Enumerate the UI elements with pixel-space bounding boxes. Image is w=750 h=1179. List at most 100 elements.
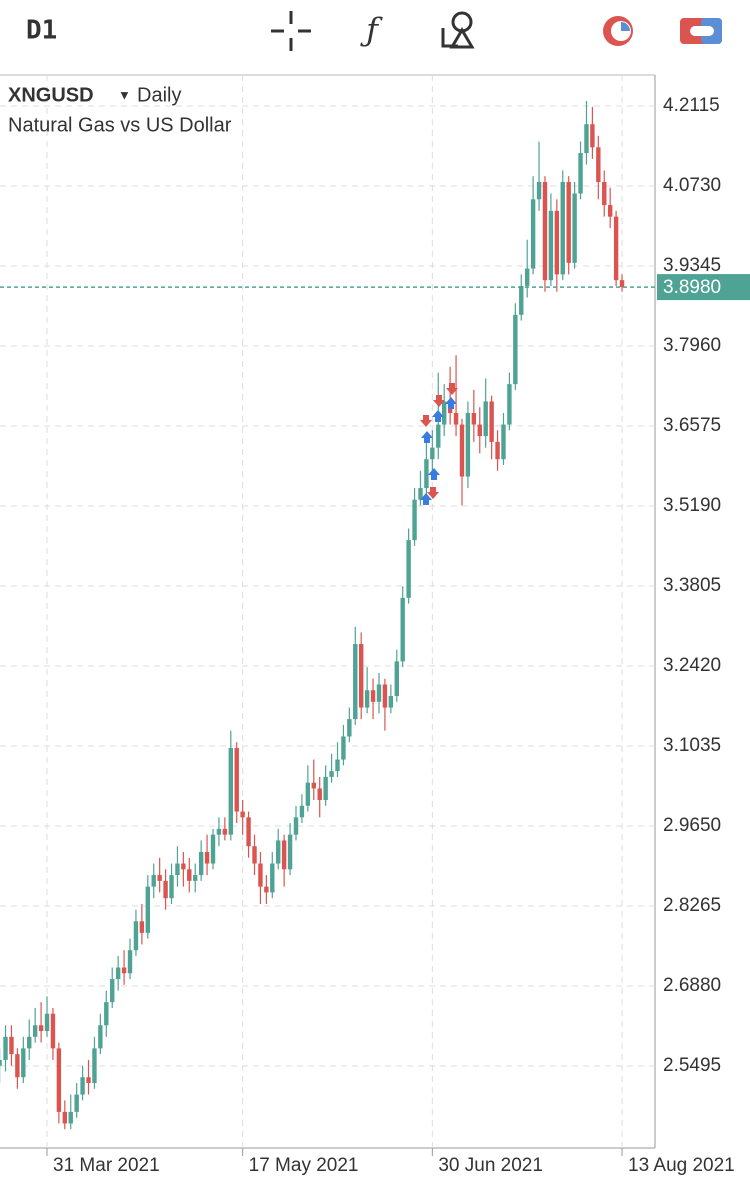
- y-tick-label: 3.5190: [663, 495, 721, 516]
- candle-body: [246, 817, 251, 847]
- candle-body: [9, 1036, 14, 1055]
- period: Daily: [137, 84, 181, 106]
- candle-body: [15, 1054, 20, 1078]
- current-price-box: [657, 274, 750, 301]
- candle-body: [74, 1094, 79, 1112]
- candle-body: [3, 1036, 8, 1060]
- candle-body: [364, 690, 370, 708]
- candle-body: [56, 1048, 62, 1112]
- candle-body: [281, 840, 287, 870]
- trade-markers: [420, 383, 458, 505]
- candle-body: [459, 424, 465, 477]
- candle-body: [566, 181, 571, 263]
- candle-body: [121, 967, 127, 974]
- candle-body: [453, 413, 459, 425]
- candle-body: [21, 1048, 26, 1078]
- timeframe-button[interactable]: D1: [26, 16, 57, 46]
- candle-body: [311, 782, 316, 789]
- y-tick-label: 2.6880: [663, 975, 721, 996]
- candle-body: [388, 696, 394, 708]
- candle-body: [353, 644, 358, 720]
- candle-body: [406, 540, 411, 598]
- candle-body: [317, 788, 322, 800]
- candle-body: [258, 863, 263, 887]
- y-tick-label: 3.1035: [663, 735, 721, 756]
- y-tick-label: 4.2115: [663, 95, 720, 116]
- candle-body: [424, 459, 429, 489]
- candle-body: [216, 828, 222, 835]
- candle-body: [145, 886, 150, 933]
- candle-body: [305, 782, 311, 806]
- candle-body: [92, 1048, 97, 1084]
- candle-body: [507, 384, 512, 425]
- candle-body: [619, 280, 625, 288]
- candle-body: [489, 401, 494, 442]
- symbol-dropdown[interactable]: ▼: [118, 87, 131, 102]
- candle-body: [210, 834, 216, 864]
- y-tick-label: 3.2420: [663, 655, 721, 676]
- candle-body: [548, 210, 554, 281]
- candle-body: [151, 875, 156, 887]
- candle-body: [27, 1036, 32, 1049]
- x-tick-label: 31 Mar 2021: [53, 1155, 160, 1176]
- candle-body: [104, 1002, 109, 1026]
- y-tick-label: 4.0730: [663, 175, 721, 196]
- candle-body: [335, 759, 340, 772]
- candle-body: [193, 875, 198, 881]
- candle-body: [110, 979, 115, 1003]
- indicators-button[interactable]: ƒ: [360, 11, 383, 49]
- candle-body: [554, 210, 560, 275]
- candle-body: [607, 205, 613, 217]
- grid: [0, 75, 655, 1156]
- candle-body: [187, 869, 192, 881]
- y-tick-label: 3.7960: [663, 335, 721, 356]
- candle-body: [483, 401, 488, 437]
- candle-body: [181, 863, 186, 870]
- settings-button[interactable]: [680, 18, 722, 44]
- current-price-label: 3.8980: [663, 277, 721, 298]
- candle-body: [400, 597, 405, 662]
- candle-body: [412, 499, 417, 541]
- candle-body: [86, 1077, 91, 1084]
- candle-body: [44, 1013, 50, 1032]
- candle-body: [98, 1025, 103, 1049]
- y-tick-label: 3.6575: [663, 415, 721, 436]
- candle-body: [536, 181, 542, 200]
- candle-body: [234, 748, 239, 812]
- y-tick-label: 2.5495: [663, 1055, 721, 1076]
- candle-body: [542, 181, 548, 281]
- x-tick-label: 17 May 2021: [249, 1155, 359, 1176]
- candle-body: [394, 661, 399, 697]
- crosshair-button[interactable]: [271, 11, 311, 51]
- x-tick-label: 13 Aug 2021: [628, 1155, 735, 1176]
- candle-body: [38, 1025, 44, 1032]
- candle-body: [465, 413, 471, 477]
- trade-button[interactable]: [603, 16, 633, 46]
- candle-body: [264, 886, 269, 893]
- candle-body: [524, 268, 530, 286]
- candle-body: [370, 690, 376, 702]
- objects-button[interactable]: [441, 11, 475, 49]
- candle-body: [270, 863, 275, 893]
- candle-body: [495, 441, 500, 460]
- candle-body: [287, 834, 293, 870]
- candle-body: [323, 776, 328, 800]
- symbol[interactable]: XNGUSD: [8, 84, 94, 106]
- candle-body: [175, 863, 180, 876]
- x-tick-label: 30 Jun 2021: [438, 1155, 543, 1176]
- candle-body: [222, 828, 228, 835]
- candle-body: [530, 199, 536, 269]
- y-tick-label: 3.3805: [663, 575, 721, 596]
- y-tick-label: 2.8265: [663, 895, 721, 916]
- candle-body: [240, 811, 245, 818]
- candle-body: [50, 1013, 56, 1049]
- candle-body: [513, 314, 518, 385]
- candle-body: [198, 851, 204, 876]
- candle-body: [382, 684, 388, 708]
- description: Natural Gas vs US Dollar: [8, 114, 232, 136]
- candle-body: [127, 950, 133, 974]
- candle-body: [560, 181, 565, 275]
- candle-body: [68, 1111, 73, 1124]
